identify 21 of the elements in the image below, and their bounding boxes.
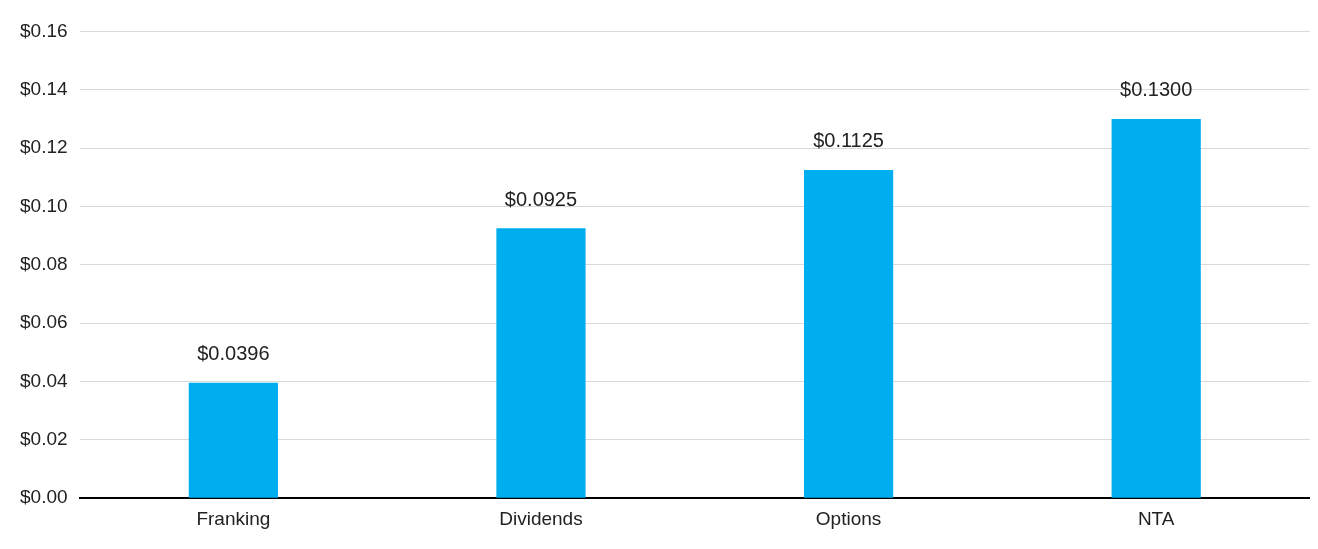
bar — [496, 228, 586, 498]
y-tick-label: $0.10 — [20, 194, 68, 216]
bar — [803, 169, 894, 498]
x-tick-label: Options — [815, 507, 882, 529]
data-label: $0.0396 — [197, 342, 270, 365]
y-tick-label: $0.12 — [20, 136, 68, 158]
data-label: $0.0925 — [504, 187, 578, 210]
y-tick-label: $0.06 — [20, 311, 68, 333]
y-tick-label: $0.04 — [20, 369, 68, 391]
bar — [188, 382, 278, 498]
x-tick-label: NTA — [1137, 507, 1175, 529]
y-tick-label: $0.08 — [20, 253, 68, 275]
bar — [1111, 118, 1201, 498]
y-tick-label: $0.00 — [20, 486, 68, 508]
data-label: $0.1300 — [1120, 78, 1193, 101]
x-tick-label: Franking — [196, 507, 271, 529]
y-tick-label: $0.02 — [20, 428, 68, 450]
y-tick-label: $0.14 — [20, 77, 68, 99]
x-tick-label: Dividends — [499, 507, 583, 529]
data-label: $0.1125 — [813, 129, 884, 152]
y-tick-label: $0.16 — [20, 19, 68, 41]
